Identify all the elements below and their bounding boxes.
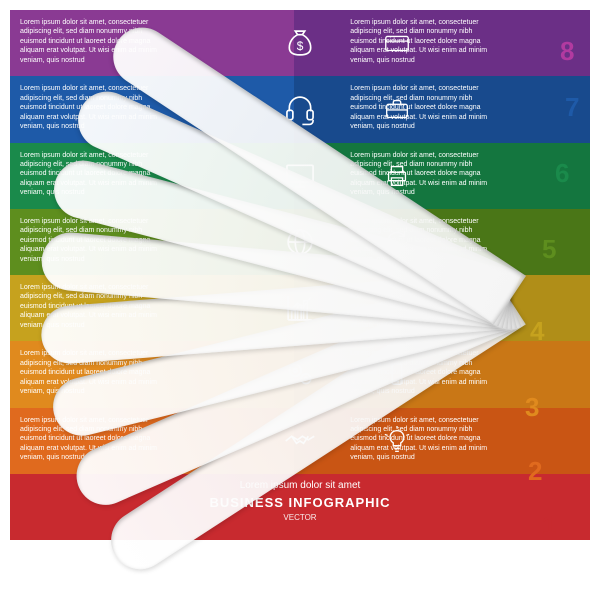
number-5: 5 xyxy=(542,234,556,265)
number-7: 7 xyxy=(565,92,579,123)
number-3: 3 xyxy=(525,392,539,423)
number-6: 6 xyxy=(555,158,569,189)
fan-arc xyxy=(60,0,600,600)
infographic-stage: Lorem ipsum dolor sit amet, consectetuer… xyxy=(0,0,600,600)
number-2: 2 xyxy=(528,456,542,487)
number-1: 1 xyxy=(542,510,556,541)
number-8: 8 xyxy=(560,36,574,67)
number-4: 4 xyxy=(530,316,544,347)
